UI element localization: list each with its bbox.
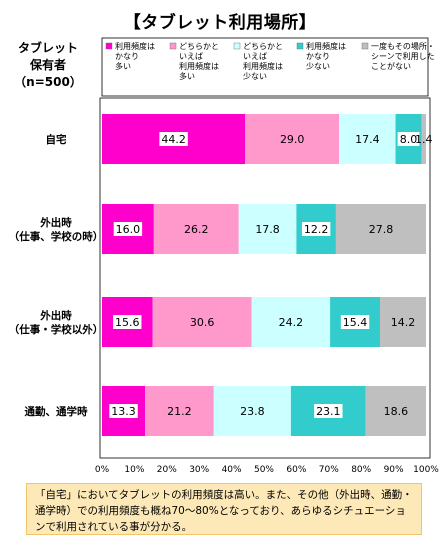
legend-entry-text: かなり [306, 52, 330, 61]
bar-segment [421, 114, 426, 164]
legend-swatch [233, 42, 241, 50]
value-label: 23.1 [316, 405, 341, 418]
category-label: 外出時 [39, 309, 72, 322]
category-label: （仕事、学校の時） [9, 230, 104, 243]
value-label: 17.4 [355, 133, 380, 146]
category-label: 自宅 [46, 133, 67, 146]
value-label-bg [113, 315, 142, 329]
value-label: 13.3 [111, 405, 136, 418]
summary-note: 「自宅」においてタブレットの利用頻度は高い。また、その他（外出時、通勤・通学時）… [26, 483, 422, 535]
value-label-bg [301, 222, 331, 236]
category-label: 通勤、通学時 [25, 405, 88, 418]
value-label-bg [397, 132, 420, 146]
value-label-bg [314, 404, 343, 418]
value-label: 24.2 [279, 316, 304, 329]
x-tick-label: 70% [319, 465, 339, 475]
legend-entry-text: 利用頻度は [243, 61, 283, 71]
value-label: 27.8 [369, 223, 394, 236]
bar-segment [335, 204, 426, 254]
bar-segment [145, 386, 214, 436]
legend-entry-text: シーンで利用した [371, 51, 435, 61]
legend-swatch [296, 42, 304, 50]
bar-segment [339, 114, 396, 164]
bar-segment [153, 204, 239, 254]
bar-segment [365, 386, 426, 436]
x-tick-label: 60% [286, 465, 306, 475]
legend-entry-text: どちらかと [243, 42, 283, 51]
category-label: （仕事・学校以外） [9, 323, 104, 336]
value-label: 29.0 [280, 133, 305, 146]
bar-segment [152, 297, 252, 347]
legend-entry-text: 利用頻度は [306, 41, 346, 51]
legend-swatch [169, 42, 177, 50]
bar-segment [379, 297, 426, 347]
respondent-label: タブレット 保有者 （n=500） [14, 41, 82, 89]
bar-segment [251, 297, 331, 347]
x-tick-label: 50% [254, 465, 274, 475]
value-label-bg [159, 132, 188, 146]
value-label: 8.0 [400, 133, 418, 146]
legend-entry-text: 少ない [306, 62, 330, 71]
bar-segment [238, 204, 297, 254]
legend-entry-text: いえば [179, 52, 203, 61]
value-label: 30.6 [190, 316, 215, 329]
legend-entry-text: 多い [179, 71, 195, 81]
legend-swatch [105, 42, 113, 50]
x-tick-label: 10% [124, 465, 144, 475]
value-label: 26.2 [184, 223, 209, 236]
value-label-bg [340, 315, 370, 329]
x-tick-label: 80% [351, 465, 371, 475]
value-label: 23.8 [240, 405, 265, 418]
legend-entry-text: いえば [243, 52, 267, 61]
value-label: 16.0 [116, 223, 141, 236]
bar-segment [245, 114, 340, 164]
x-tick-label: 0% [95, 465, 110, 475]
legend-entry-text: 多い [115, 61, 131, 71]
legend-entry-text: かなり [115, 52, 139, 61]
x-tick-label: 40% [222, 465, 242, 475]
legend-swatch [361, 42, 369, 50]
legend-entry-text: どちらかと [179, 42, 219, 51]
legend-entry-text: ことがない [371, 61, 411, 71]
value-label: 14.2 [391, 316, 416, 329]
x-tick-label: 30% [189, 465, 209, 475]
legend-box [101, 37, 429, 97]
bar-segment [213, 386, 291, 436]
value-label-bg [109, 404, 138, 418]
value-label: 21.2 [167, 405, 192, 418]
legend-entry-text: 利用頻度は [179, 61, 219, 71]
x-tick-label: 20% [157, 465, 177, 475]
value-label-bg [113, 222, 143, 236]
value-label: 1.4 [415, 133, 433, 146]
legend-entry-text: 少ない [243, 72, 267, 81]
x-tick-label: 100% [413, 465, 439, 475]
stacked-bar-chart: 利用頻度はかなり多いどちらかといえば利用頻度は多いどちらかといえば利用頻度は少な… [9, 37, 439, 475]
value-label: 44.2 [161, 133, 186, 146]
category-label: 外出時 [39, 216, 72, 229]
value-label: 12.2 [304, 223, 329, 236]
value-label: 15.6 [115, 316, 140, 329]
value-label: 18.6 [384, 405, 409, 418]
x-tick-label: 90% [384, 465, 404, 475]
value-label: 15.4 [343, 316, 368, 329]
legend-entry-text: 利用頻度は [115, 41, 155, 51]
legend-entry-text: 一度もその場所・ [371, 41, 435, 51]
value-label: 17.8 [255, 223, 280, 236]
chart-title: 【タブレット利用場所】 [123, 13, 317, 33]
